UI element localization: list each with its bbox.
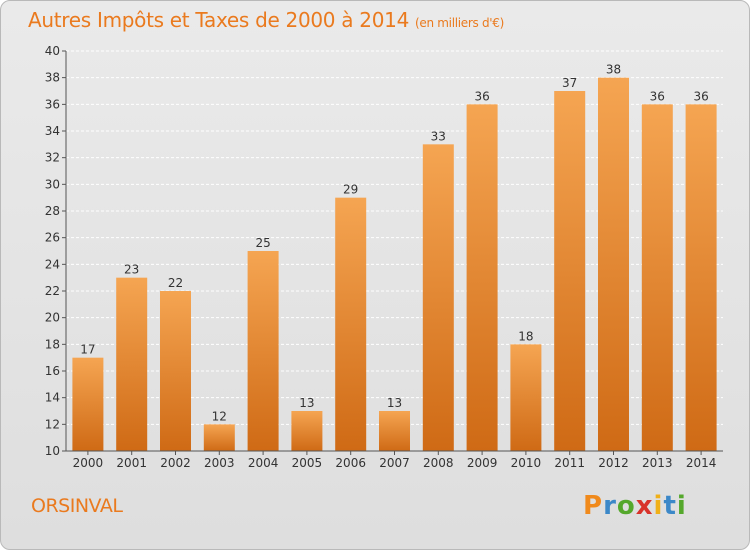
y-tick-label: 12 — [45, 417, 60, 431]
y-tick-label: 34 — [45, 124, 60, 138]
y-tick-label: 40 — [45, 44, 60, 58]
bars — [72, 77, 717, 452]
x-tick-label: 2014 — [686, 456, 717, 470]
y-tick-label: 22 — [45, 284, 60, 298]
x-tick-label: 2006 — [335, 456, 366, 470]
y-tick-label: 16 — [45, 364, 60, 378]
data-label: 13 — [299, 396, 314, 410]
data-label: 17 — [80, 343, 95, 357]
bar — [247, 251, 279, 451]
chart-title-text: Autres Impôts et Taxes de 2000 à 2014 — [28, 8, 409, 32]
y-tick-label: 30 — [45, 177, 60, 191]
proxiti-logo: Proxiti — [583, 491, 687, 521]
axes — [62, 50, 723, 455]
bar — [422, 144, 454, 452]
bar — [335, 197, 367, 451]
data-label: 25 — [255, 236, 270, 250]
data-label: 18 — [518, 329, 533, 343]
bar — [291, 411, 323, 451]
data-label: 29 — [343, 183, 358, 197]
labels: 10 12 14 16 18 20 22 24 26 28 30 32 34 36 38 40 17 2000 23… — [45, 44, 717, 470]
data-label: 36 — [693, 89, 708, 103]
data-label: 33 — [431, 129, 446, 143]
logo-letter: r — [603, 491, 617, 521]
x-tick-label: 2013 — [642, 456, 673, 470]
bar — [554, 91, 586, 451]
x-tick-label: 2004 — [248, 456, 279, 470]
bar — [160, 291, 191, 451]
commune-name: ORSINVAL — [31, 495, 123, 517]
y-tick-label: 36 — [45, 97, 60, 111]
logo-letter: x — [635, 491, 654, 521]
y-tick-label: 26 — [45, 231, 60, 245]
bar — [598, 77, 629, 452]
bar — [203, 424, 235, 451]
data-label: 12 — [212, 409, 227, 423]
data-label: 38 — [606, 63, 621, 77]
bar — [72, 357, 104, 451]
bar — [510, 344, 542, 451]
y-tick-label: 14 — [45, 391, 60, 405]
bar — [466, 104, 498, 451]
x-tick-label: 2001 — [116, 456, 147, 470]
data-label: 22 — [168, 276, 183, 290]
x-tick-label: 2012 — [598, 456, 629, 470]
bar — [116, 277, 148, 451]
logo-letter: t — [663, 491, 677, 521]
x-tick-label: 2002 — [160, 456, 191, 470]
data-label: 36 — [474, 89, 489, 103]
bar — [641, 104, 673, 451]
x-tick-label: 2009 — [467, 456, 498, 470]
data-label: 13 — [387, 396, 402, 410]
x-tick-label: 2003 — [204, 456, 235, 470]
x-tick-label: 2010 — [511, 456, 542, 470]
logo-letter: i — [676, 491, 687, 521]
x-tick-label: 2005 — [292, 456, 323, 470]
chart-title: Autres Impôts et Taxes de 2000 à 2014 (en… — [28, 8, 504, 32]
bar — [379, 411, 410, 451]
data-label: 23 — [124, 263, 139, 277]
logo-letter: i — [653, 491, 664, 521]
y-tick-label: 32 — [45, 151, 60, 165]
y-tick-label: 24 — [45, 257, 60, 271]
data-label: 37 — [562, 76, 577, 90]
x-tick-label: 2011 — [554, 456, 585, 470]
y-tick-label: 10 — [45, 444, 60, 458]
y-tick-label: 18 — [45, 337, 60, 351]
bar — [685, 104, 717, 451]
logo-letter: o — [616, 491, 636, 521]
y-tick-label: 28 — [45, 204, 60, 218]
x-tick-label: 2007 — [379, 456, 410, 470]
x-tick-label: 2008 — [423, 456, 454, 470]
y-tick-label: 38 — [45, 71, 60, 85]
data-label: 36 — [650, 89, 665, 103]
chart-unit: (en milliers d'€) — [415, 16, 505, 30]
x-tick-label: 2000 — [73, 456, 104, 470]
y-tick-label: 20 — [45, 311, 60, 325]
logo-letter: P — [583, 491, 604, 521]
